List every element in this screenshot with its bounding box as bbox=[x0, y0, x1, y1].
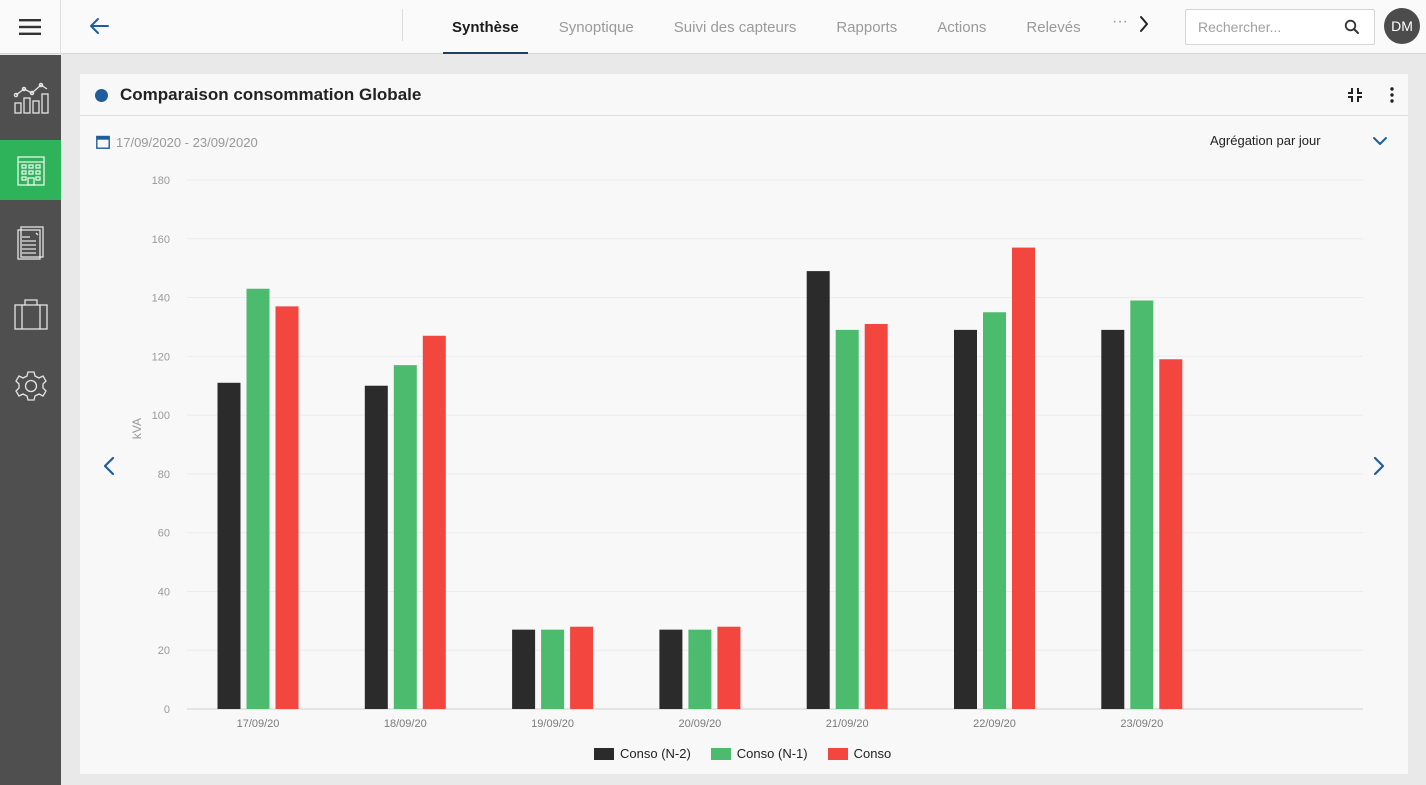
sidebar-item-invoices[interactable] bbox=[0, 212, 61, 272]
y-tick-label: 0 bbox=[164, 704, 170, 716]
tab-suivi-capteurs[interactable]: Suivi des capteurs bbox=[673, 18, 797, 36]
sidebar-item-sites[interactable] bbox=[0, 140, 61, 200]
sidebar bbox=[0, 55, 61, 785]
invoice-icon bbox=[16, 226, 44, 260]
legend-label: Conso (N-2) bbox=[620, 746, 691, 761]
bar bbox=[422, 335, 446, 709]
legend-label: Conso bbox=[853, 746, 892, 761]
chart-icon bbox=[13, 82, 49, 114]
bar bbox=[1101, 329, 1125, 709]
tab-synoptique[interactable]: Synoptique bbox=[558, 18, 634, 36]
bar-chart: 0 20 40 60 80 100 120 140 160 180 kVA 17/09/20 18/09… bbox=[130, 175, 1363, 730]
x-tick-label: 18/09/20 bbox=[384, 718, 427, 730]
tabs-more-indicator: ··· bbox=[1112, 13, 1128, 30]
bar bbox=[246, 288, 270, 709]
bar bbox=[1012, 247, 1035, 709]
bar bbox=[275, 306, 299, 709]
x-tick-label: 17/09/20 bbox=[237, 718, 280, 730]
gear-icon bbox=[14, 371, 47, 401]
legend-item[interactable]: Conso bbox=[827, 746, 892, 761]
y-tick-label: 160 bbox=[152, 234, 170, 246]
bar bbox=[512, 629, 536, 709]
x-tick-label: 21/09/20 bbox=[826, 718, 869, 730]
bar bbox=[217, 382, 241, 709]
back-arrow-icon[interactable] bbox=[86, 12, 114, 40]
bar bbox=[1159, 359, 1183, 709]
card-header: Comparaison consommation Globale bbox=[80, 74, 1408, 116]
chart-card: Comparaison consommation Globale 17/09/2… bbox=[80, 74, 1408, 774]
y-tick-label: 140 bbox=[152, 293, 170, 305]
y-tick-label: 80 bbox=[158, 469, 170, 481]
x-tick-label: 20/09/20 bbox=[678, 718, 721, 730]
bar bbox=[659, 629, 683, 709]
tab-synthese[interactable]: Synthèse bbox=[432, 0, 539, 54]
y-tick-label: 120 bbox=[152, 351, 170, 363]
chart-next-icon[interactable] bbox=[1370, 454, 1388, 478]
sidebar-item-settings[interactable] bbox=[0, 356, 61, 416]
chevron-down-icon[interactable] bbox=[1372, 134, 1388, 148]
bar bbox=[570, 626, 594, 709]
card-title: Comparaison consommation Globale bbox=[120, 85, 422, 104]
bar bbox=[364, 385, 388, 709]
building-icon bbox=[16, 156, 45, 186]
legend-item[interactable]: Conso (N-1) bbox=[710, 746, 808, 761]
bar bbox=[954, 329, 977, 709]
avatar[interactable]: DM bbox=[1384, 8, 1420, 44]
search-icon[interactable] bbox=[1344, 19, 1360, 35]
legend-swatch bbox=[594, 747, 614, 760]
bar bbox=[983, 312, 1006, 709]
date-range-text: 17/09/2020 - 23/09/2020 bbox=[116, 134, 258, 150]
menu-icon[interactable] bbox=[0, 0, 61, 54]
search-box bbox=[1185, 9, 1375, 45]
briefcase-icon bbox=[13, 299, 48, 330]
x-tick-label: 19/09/20 bbox=[531, 718, 574, 730]
date-range-picker[interactable]: 17/09/2020 - 23/09/2020 bbox=[96, 134, 258, 150]
legend-swatch bbox=[827, 747, 848, 760]
y-axis-label: kVA bbox=[130, 418, 144, 439]
tabs-scroll-right-icon[interactable] bbox=[1134, 12, 1154, 36]
more-options-icon[interactable] bbox=[1383, 86, 1401, 104]
y-tick-label: 100 bbox=[152, 410, 170, 422]
legend-label: Conso (N-1) bbox=[736, 746, 808, 761]
bar bbox=[717, 626, 741, 709]
bar bbox=[864, 324, 888, 709]
tab-bar: Synthèse Synoptique Suivi des capteurs R… bbox=[432, 0, 1085, 54]
chart-prev-icon[interactable] bbox=[100, 454, 118, 478]
divider bbox=[402, 9, 403, 41]
x-tick-label: 23/09/20 bbox=[1120, 718, 1163, 730]
search-input[interactable] bbox=[1186, 10, 1336, 44]
y-tick-label: 40 bbox=[158, 586, 170, 598]
sidebar-item-analytics[interactable] bbox=[0, 68, 61, 128]
top-bar: Synthèse Synoptique Suivi des capteurs R… bbox=[0, 0, 1426, 54]
y-tick-label: 60 bbox=[158, 528, 170, 540]
tab-releves[interactable]: Relevés bbox=[1026, 18, 1081, 36]
bar bbox=[393, 365, 417, 709]
calendar-icon bbox=[96, 135, 110, 149]
sidebar-item-projects[interactable] bbox=[0, 284, 61, 344]
x-tick-label: 22/09/20 bbox=[973, 718, 1016, 730]
bar bbox=[541, 629, 565, 709]
tab-actions[interactable]: Actions bbox=[937, 18, 987, 36]
collapse-icon[interactable] bbox=[1346, 86, 1364, 104]
tab-rapports[interactable]: Rapports bbox=[836, 18, 898, 36]
legend-swatch bbox=[710, 747, 731, 760]
bar bbox=[835, 329, 859, 709]
bar bbox=[806, 271, 830, 709]
y-tick-label: 20 bbox=[158, 645, 170, 657]
bar bbox=[688, 629, 712, 709]
chart-legend: Conso (N-2) Conso (N-1) Conso bbox=[594, 746, 911, 761]
aggregation-select[interactable]: Agrégation par jour bbox=[1210, 133, 1321, 148]
status-dot bbox=[95, 89, 108, 102]
y-tick-label: 180 bbox=[152, 175, 170, 187]
legend-item[interactable]: Conso (N-2) bbox=[594, 746, 691, 761]
bar bbox=[1130, 300, 1154, 709]
